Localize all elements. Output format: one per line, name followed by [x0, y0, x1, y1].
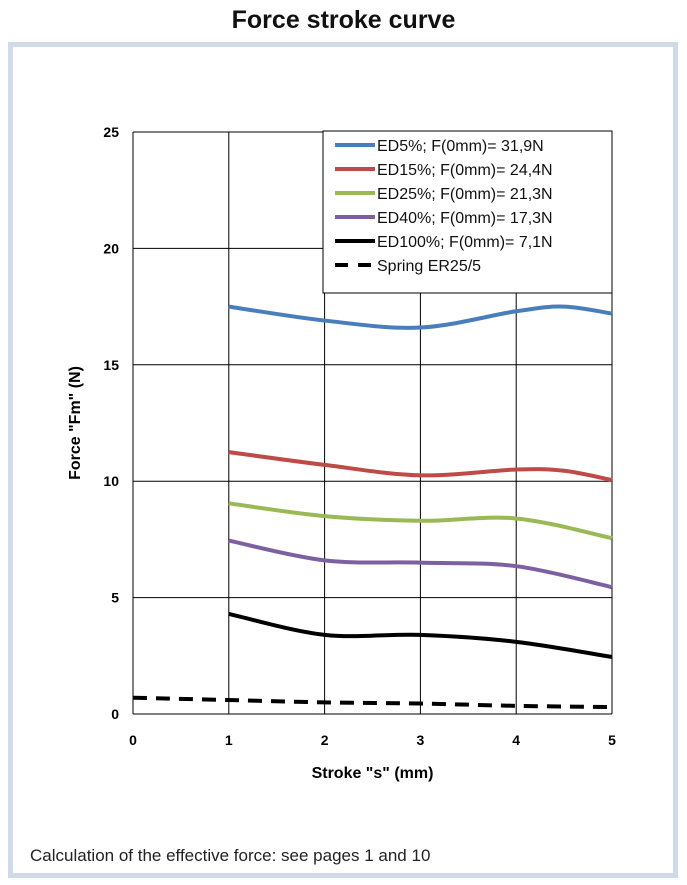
y-tick-label: 15	[103, 357, 119, 373]
x-axis-label: Stroke "s" (mm)	[312, 765, 434, 782]
series-line-3	[228, 538, 613, 590]
page-title: Force stroke curve	[231, 6, 456, 34]
footnote: Calculation of the effective force: see …	[30, 846, 431, 865]
y-tick-label: 10	[103, 473, 119, 489]
legend-label: ED25%; F(0mm)= 21,3N	[377, 186, 553, 203]
series-line-5	[132, 695, 613, 710]
y-tick-label: 20	[103, 240, 119, 256]
legend-label: ED100%; F(0mm)= 7,1N	[377, 234, 553, 251]
series-line-1	[228, 450, 613, 482]
x-tick-label: 5	[608, 732, 616, 748]
x-tick-label: 3	[417, 732, 425, 748]
y-tick-label: 0	[111, 706, 119, 722]
y-tick-label: 25	[103, 124, 119, 140]
series-line-0	[228, 304, 613, 330]
x-tick-label: 2	[321, 732, 329, 748]
x-tick-label: 0	[129, 732, 137, 748]
legend-box	[322, 130, 613, 294]
y-tick-label: 5	[111, 590, 119, 606]
legend-label: ED15%; F(0mm)= 24,4N	[377, 162, 553, 179]
legend-label: ED40%; F(0mm)= 17,3N	[377, 210, 553, 227]
legend-label: ED5%; F(0mm)= 31,9N	[377, 138, 544, 155]
y-axis-label: Force "Fm" (N)	[67, 366, 84, 480]
legend-label: Spring ER25/5	[377, 258, 481, 275]
x-tick-label: 1	[225, 732, 233, 748]
series-line-4	[228, 611, 613, 659]
x-tick-label: 4	[512, 732, 520, 748]
series-line-2	[228, 501, 613, 541]
chart-frame	[8, 42, 678, 878]
